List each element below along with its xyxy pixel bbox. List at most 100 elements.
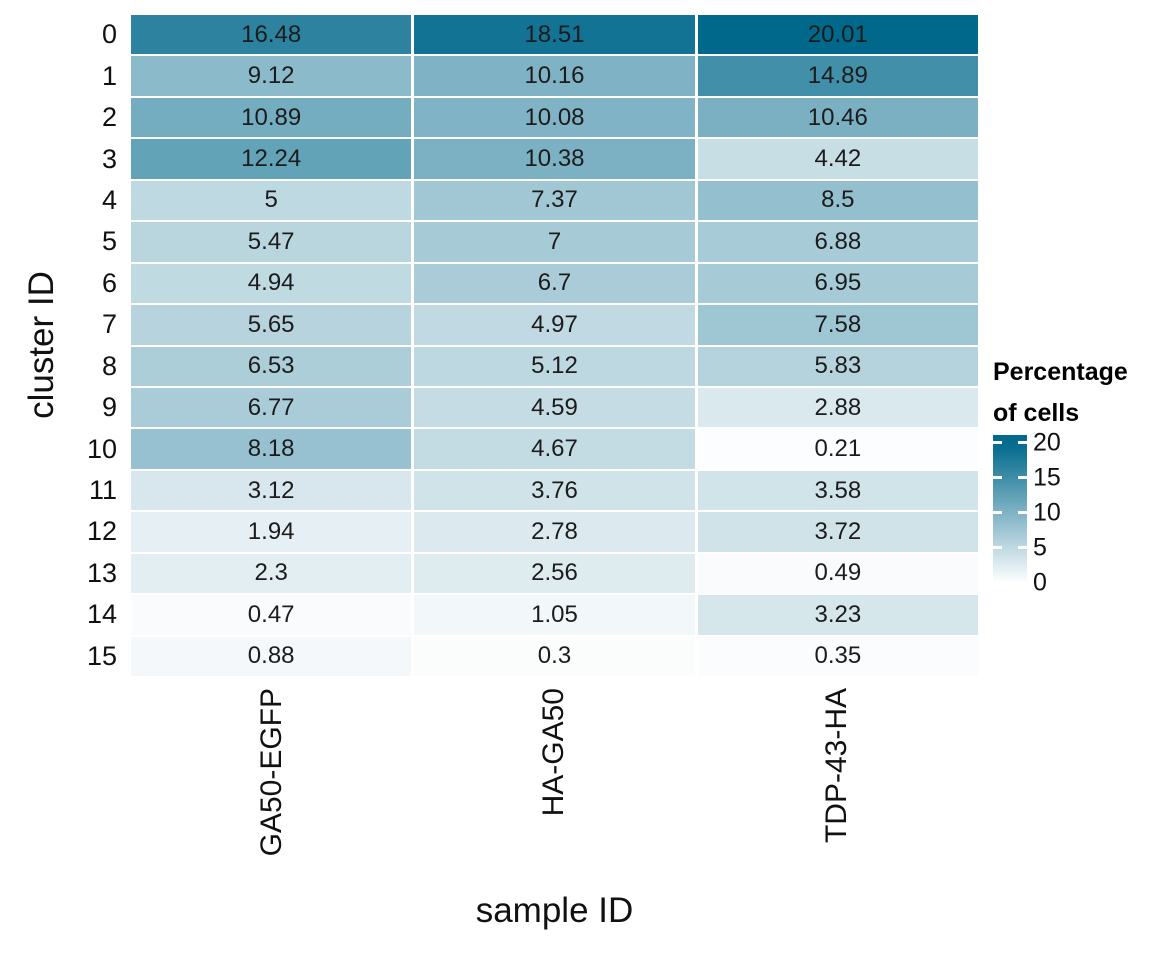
cell-value: 10.38 — [524, 145, 585, 173]
cell-value: 16.48 — [241, 20, 302, 48]
cell-value: 5.12 — [531, 352, 578, 380]
heatmap-cell: 0.3 — [414, 636, 695, 676]
cell-value: 1.94 — [247, 517, 295, 545]
cell-value: 18.51 — [524, 20, 585, 48]
legend-title-line1: Percentage — [993, 358, 1128, 386]
cell-value: 3.12 — [247, 476, 295, 504]
y-tick-label: 3 — [101, 143, 117, 174]
colorbar-tick-label: 20 — [1033, 428, 1061, 457]
x-tick-label: GA50-EGFP — [255, 688, 289, 857]
heatmap-cell: 0.49 — [697, 553, 978, 594]
cell-value: 0.47 — [247, 600, 295, 628]
heatmap-cell: 4.59 — [414, 387, 695, 428]
heatmap-cell: 9.12 — [131, 56, 412, 96]
y-tick-label: 0 — [101, 19, 117, 50]
y-tick-label: 6 — [101, 267, 117, 298]
cell-value: 12.24 — [241, 145, 302, 173]
cell-value: 3.76 — [531, 476, 578, 504]
y-tick-label: 5 — [101, 226, 117, 257]
heatmap-cell: 8.18 — [131, 429, 412, 469]
cell-value: 20.01 — [807, 20, 868, 48]
heatmap-cell: 10.08 — [414, 97, 695, 138]
colorbar-tick — [993, 476, 1002, 480]
cell-value: 2.78 — [531, 517, 578, 545]
heatmap-cell: 5.65 — [131, 305, 412, 345]
heatmap-cell: 16.48 — [131, 15, 412, 55]
heatmap-cell: 6.77 — [131, 387, 412, 428]
cell-value: 0.35 — [814, 642, 862, 670]
y-tick-label: 11 — [88, 475, 117, 506]
cell-value: 10.46 — [807, 103, 868, 131]
cell-value: 4.42 — [814, 145, 862, 173]
cell-value: 14.89 — [807, 62, 868, 90]
cell-value: 5.65 — [247, 310, 295, 338]
cell-value: 5 — [264, 186, 278, 214]
cell-value: 0.49 — [814, 559, 862, 587]
colorbar-tick — [1018, 476, 1027, 480]
heatmap-cell: 3.58 — [697, 470, 978, 511]
cell-value: 10.08 — [524, 103, 585, 131]
y-tick-label: 9 — [101, 392, 117, 423]
y-axis-title: cluster ID — [22, 271, 61, 419]
cell-value: 0.21 — [814, 435, 862, 463]
colorbar-tick-label: 5 — [1033, 533, 1047, 562]
heatmap-cell: 14.89 — [697, 56, 978, 96]
heatmap-cell: 6.95 — [697, 263, 978, 304]
heatmap-cell: 2.88 — [697, 387, 978, 428]
cell-value: 5.47 — [247, 227, 295, 255]
heatmap-cell: 0.21 — [697, 429, 978, 469]
cell-value: 10.89 — [241, 103, 302, 131]
cell-value: 8.5 — [821, 186, 855, 214]
cell-value: 7.58 — [814, 310, 862, 338]
heatmap-cell: 10.46 — [697, 97, 978, 138]
cell-value: 2.3 — [254, 559, 288, 587]
y-tick-label: 15 — [86, 640, 117, 671]
heatmap-cell: 12.24 — [131, 139, 412, 179]
heatmap-cell: 6.88 — [697, 222, 978, 262]
heatmap-cell: 5.83 — [697, 346, 978, 386]
heatmap-cell: 2.3 — [131, 553, 412, 594]
heatmap-cell: 0.88 — [131, 636, 412, 676]
heatmap-cell: 1.94 — [131, 512, 412, 552]
cell-value: 3.72 — [814, 517, 862, 545]
heatmap-cell: 4.97 — [414, 305, 695, 345]
colorbar-tick — [993, 511, 1002, 515]
colorbar — [993, 435, 1027, 583]
y-tick-label: 12 — [86, 516, 117, 547]
x-tick-label: HA-GA50 — [537, 688, 571, 817]
colorbar-tick — [1018, 441, 1027, 445]
heatmap-cell: 10.38 — [414, 139, 695, 179]
cell-value: 7.37 — [531, 186, 578, 214]
heatmap-cell: 2.56 — [414, 553, 695, 594]
cell-value: 3.23 — [814, 600, 862, 628]
cell-value: 1.05 — [531, 600, 578, 628]
x-tick-label: TDP-43-HA — [819, 688, 853, 844]
heatmap-cell: 6.7 — [414, 263, 695, 304]
heatmap-cell: 0.47 — [131, 595, 412, 635]
heatmap-cell: 3.76 — [414, 470, 695, 511]
cell-value: 6.88 — [814, 227, 862, 255]
cell-value: 4.59 — [531, 393, 578, 421]
colorbar-tick-label: 15 — [1033, 463, 1061, 492]
cell-value: 6.77 — [247, 393, 295, 421]
x-axis-title: sample ID — [475, 891, 634, 930]
heatmap-panel: 16.48 18.51 20.01 9.12 10.16 14.89 10.89 10.08 1… — [131, 15, 978, 676]
cell-value: 2.88 — [814, 393, 862, 421]
y-tick-label: 4 — [101, 184, 117, 215]
y-axis-tick-labels: 0 1 2 3 4 5 6 7 8 9 10 11 12 13 14 15 — [0, 15, 124, 676]
colorbar-tick — [1018, 546, 1027, 550]
cell-value: 6.53 — [247, 352, 295, 380]
cell-value: 4.97 — [531, 310, 578, 338]
y-tick-label: 7 — [101, 309, 117, 340]
heatmap-cell: 5.47 — [131, 222, 412, 262]
heatmap-cell: 5 — [131, 180, 412, 221]
colorbar-tick — [1018, 511, 1027, 515]
heatmap-cell: 2.78 — [414, 512, 695, 552]
heatmap-cell: 8.5 — [697, 180, 978, 221]
heatmap-cell: 4.94 — [131, 263, 412, 304]
heatmap-cell: 1.05 — [414, 595, 695, 635]
colorbar-tick — [993, 546, 1002, 550]
y-tick-label: 8 — [101, 350, 117, 381]
heatmap-cell: 10.89 — [131, 97, 412, 138]
